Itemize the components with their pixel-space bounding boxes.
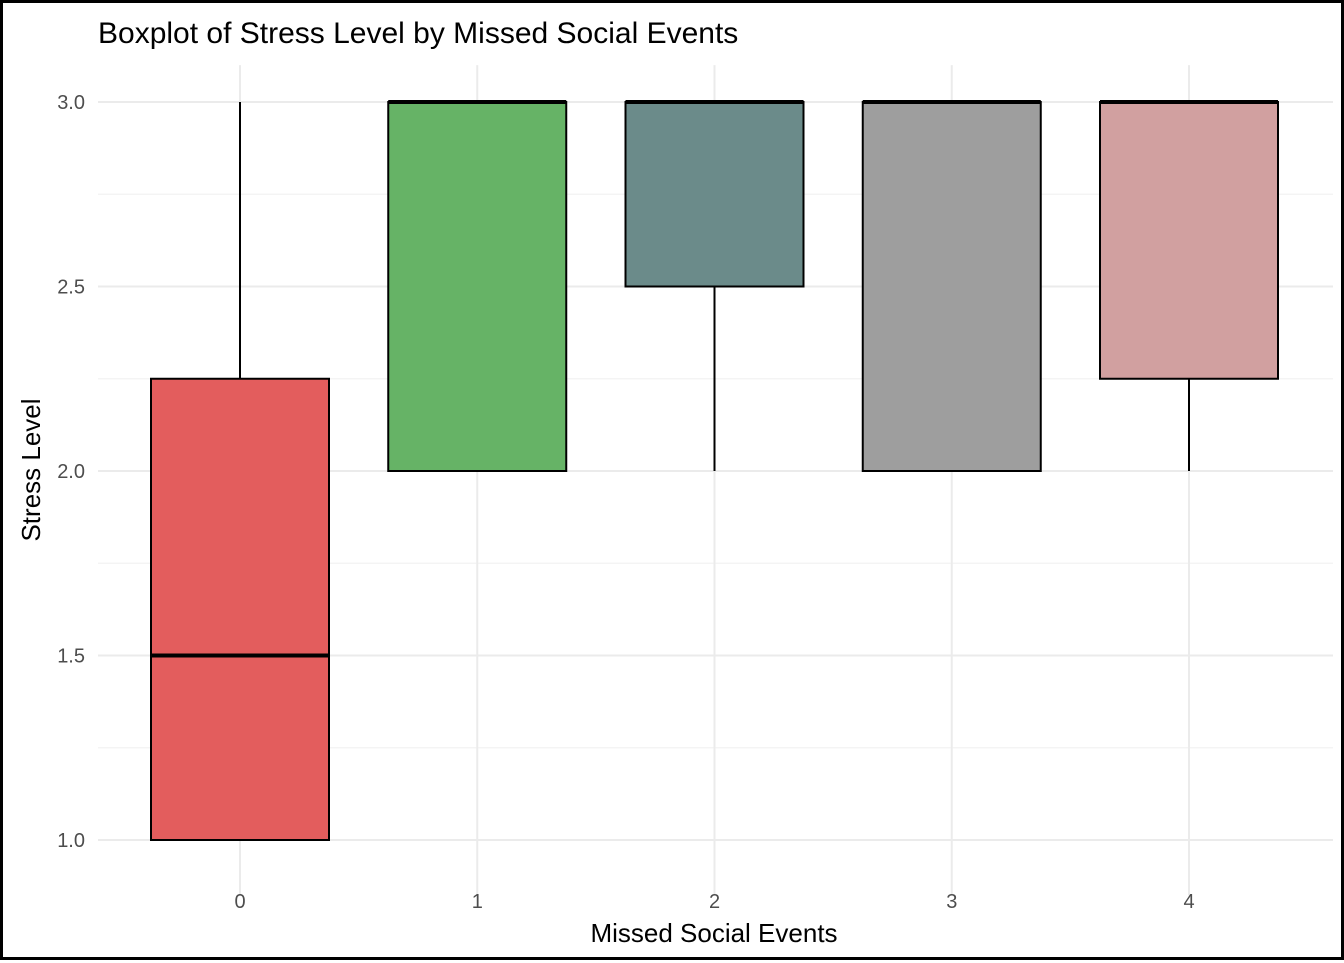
y-axis-title: Stress Level [16, 398, 46, 541]
box-layer [150, 100, 1279, 841]
iqr-box [150, 377, 330, 841]
x-tick-label: 0 [234, 891, 245, 913]
boxplot-chart: 1.0 1.5 2.0 2.5 3.0 0 1 2 3 4 Boxplot of Stress L… [16, 17, 1333, 948]
box-group-4 [1099, 100, 1279, 471]
y-tick-label: 2.0 [57, 461, 85, 483]
y-tick-label: 2.5 [57, 277, 85, 299]
y-tick-label: 1.0 [57, 830, 85, 852]
chart-title: Boxplot of Stress Level by Missed Social… [98, 17, 738, 50]
y-tick-label: 1.5 [57, 646, 85, 668]
iqr-box [624, 101, 805, 288]
x-tick-label: 1 [472, 891, 483, 913]
tick-layer: 1.0 1.5 2.0 2.5 3.0 0 1 2 3 4 [57, 92, 1194, 913]
x-axis-title: Missed Social Events [590, 918, 837, 948]
y-tick-label: 3.0 [57, 92, 85, 114]
iqr-box [1099, 101, 1279, 380]
iqr-box [387, 101, 568, 472]
box-group-1 [387, 100, 568, 472]
box-group-0 [150, 102, 330, 841]
x-tick-label: 2 [709, 891, 720, 913]
box-group-2 [624, 100, 805, 471]
x-tick-label: 3 [946, 891, 957, 913]
iqr-box [861, 101, 1042, 472]
x-tick-label: 4 [1183, 891, 1194, 913]
box-group-3 [861, 100, 1042, 472]
